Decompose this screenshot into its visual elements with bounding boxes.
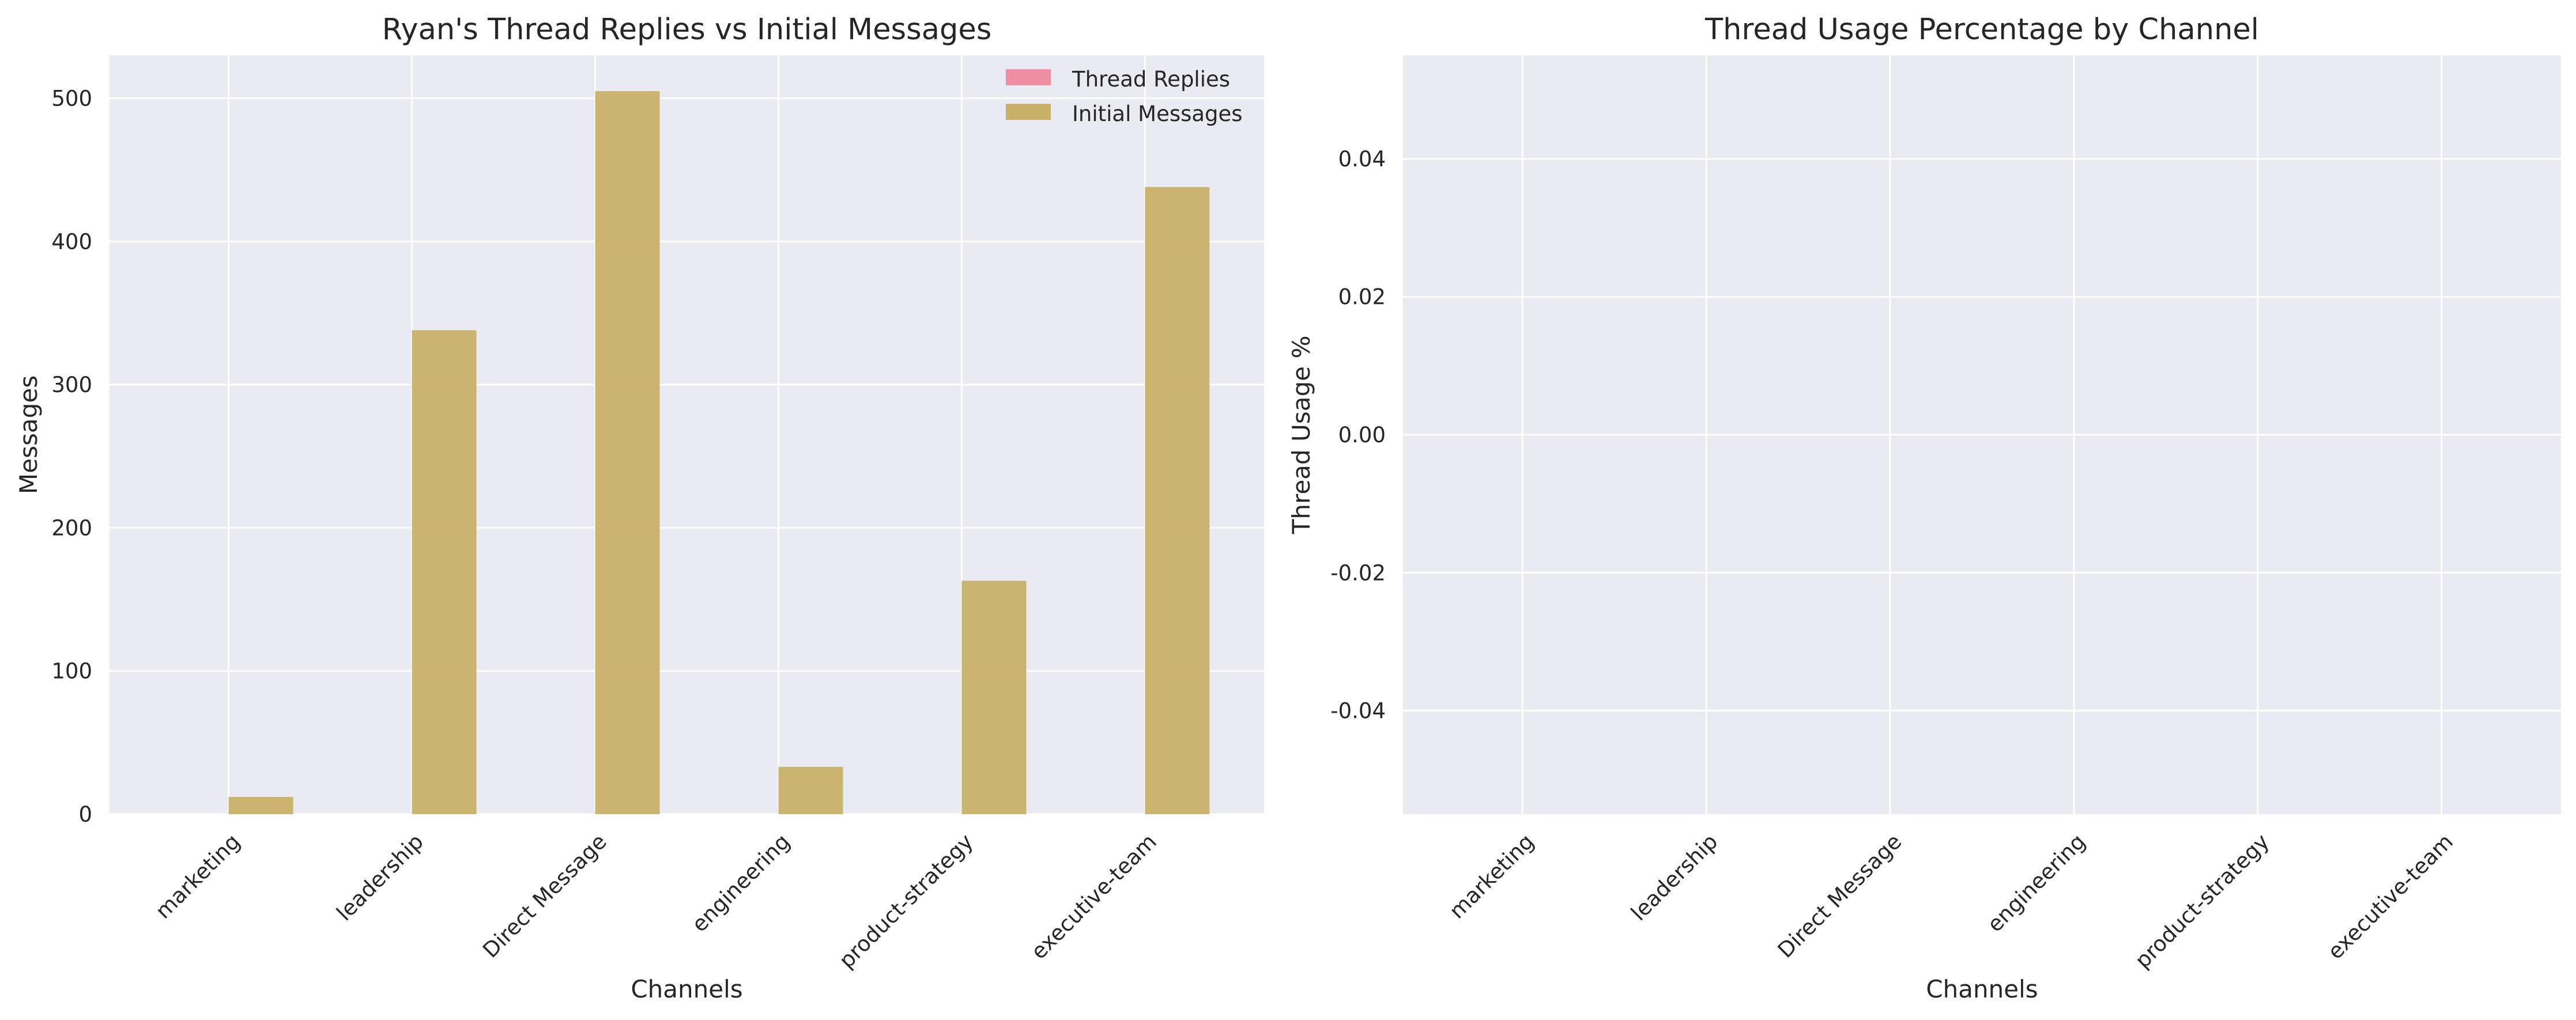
- bar-initial-messages-engineering: [778, 767, 843, 814]
- chart-title: Thread Usage Percentage by Channel: [1704, 13, 2259, 47]
- bars: [228, 91, 1210, 815]
- y-tick-label: -0.04: [1330, 699, 1386, 724]
- y-tick-labels: -0.04 -0.02 0.00 0.02 0.04: [1330, 146, 1386, 723]
- chart-title: Ryan's Thread Replies vs Initial Message…: [382, 13, 992, 47]
- y-axis-label: Messages: [14, 375, 43, 494]
- legend: Thread Replies Initial Messages: [1006, 67, 1243, 126]
- x-axis-label: Channels: [1926, 975, 2038, 1003]
- legend-swatch-thread-replies: [1006, 69, 1051, 85]
- y-tick-label: 200: [51, 515, 92, 540]
- y-tick-label: 0.02: [1338, 285, 1386, 310]
- y-tick-label: 0.04: [1338, 146, 1386, 171]
- bar-initial-messages-executive-team: [1145, 187, 1210, 814]
- y-tick-label: 0.00: [1338, 423, 1386, 447]
- y-tick-label: -0.02: [1330, 560, 1386, 585]
- bar-initial-messages-marketing: [228, 797, 293, 814]
- x-axis-label: Channels: [631, 975, 742, 1003]
- bar-initial-messages-leadership: [412, 330, 477, 814]
- y-tick-label: 400: [51, 229, 92, 254]
- bar-initial-messages-product-strategy: [961, 581, 1027, 814]
- y-tick-label: 300: [51, 372, 92, 397]
- y-tick-label: 500: [51, 86, 92, 111]
- plot-area: [110, 55, 1264, 814]
- grid-lines: [1403, 55, 2561, 814]
- y-axis-label: Thread Usage %: [1287, 336, 1315, 535]
- y-tick-labels: 0 100 200 300 400 500: [51, 86, 92, 827]
- bar-initial-messages-direct-message: [595, 91, 660, 815]
- y-tick-label: 100: [51, 659, 92, 684]
- y-tick-label: 0: [78, 802, 92, 827]
- legend-label-initial-messages: Initial Messages: [1072, 101, 1243, 126]
- legend-swatch-initial-messages: [1006, 104, 1051, 120]
- legend-label-thread-replies: Thread Replies: [1072, 67, 1230, 92]
